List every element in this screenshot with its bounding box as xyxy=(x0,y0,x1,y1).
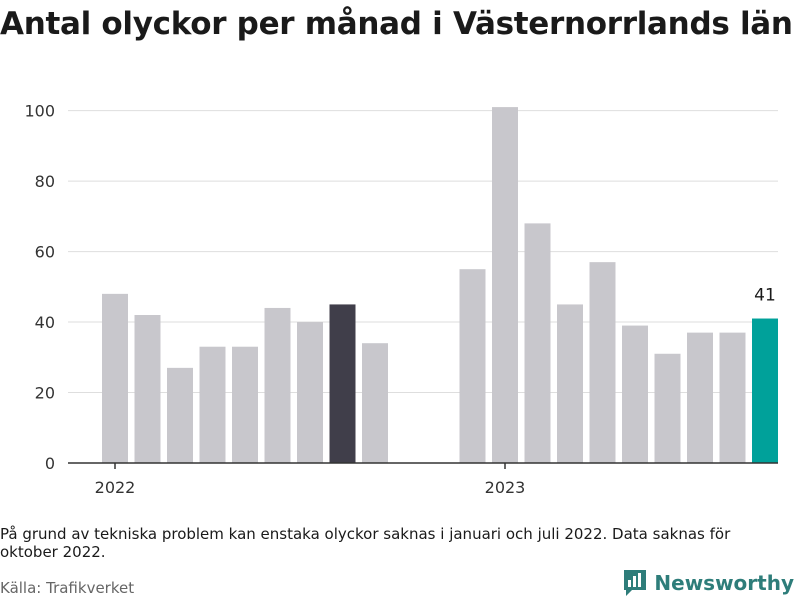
brand-name: Newsworthy xyxy=(654,571,794,595)
bar-2022-09 xyxy=(362,343,388,463)
x-axis-ticks: 2022 2023 xyxy=(95,463,526,497)
bars xyxy=(102,107,778,463)
bar-2022-12 xyxy=(459,269,486,463)
data-label: 41 xyxy=(754,286,776,306)
y-tick-label: 40 xyxy=(35,313,55,332)
gridlines xyxy=(68,110,778,394)
bar-2023-07 xyxy=(687,332,713,463)
y-tick-label: 20 xyxy=(35,384,55,403)
data-labels: 41 xyxy=(754,286,776,306)
bar-2022-02 xyxy=(134,315,161,463)
source-text: Källa: Trafikverket xyxy=(0,579,135,597)
bar-2022-07 xyxy=(297,322,323,463)
bar-2023-01 xyxy=(492,107,518,463)
y-tick-label: 0 xyxy=(45,454,55,473)
bar-2023-06 xyxy=(654,353,681,463)
y-tick-label: 60 xyxy=(35,243,55,262)
y-tick-label: 80 xyxy=(35,172,55,191)
bar-2022-05 xyxy=(232,346,258,463)
bar-2022-01 xyxy=(102,293,128,463)
bar-2023-02 xyxy=(524,223,551,463)
bar-2023-04 xyxy=(589,262,616,463)
y-tick-label: 100 xyxy=(24,102,55,121)
bar-2022-03 xyxy=(167,367,193,463)
chart-title: Antal olyckor per månad i Västernorrland… xyxy=(0,6,793,42)
bar-2023-05 xyxy=(622,325,648,463)
bar-2023-03 xyxy=(557,304,583,463)
bar-chart: 0 20 40 60 80 100 2022 2023 41 xyxy=(24,102,778,497)
chart-note: På grund av tekniska problem kan enstaka… xyxy=(0,525,731,561)
y-axis-ticks: 0 20 40 60 80 100 xyxy=(24,102,55,473)
bar-2022-06 xyxy=(264,307,291,463)
newsworthy-logo-icon xyxy=(624,570,647,596)
x-tick-label: 2022 xyxy=(95,478,136,497)
brand-logo: Newsworthy xyxy=(622,568,794,598)
bar-2023-09 xyxy=(752,318,778,463)
x-tick-label: 2023 xyxy=(485,478,526,497)
bar-2022-04 xyxy=(199,346,226,463)
bar-2023-08 xyxy=(719,332,746,463)
bar-2022-08 xyxy=(329,304,356,463)
